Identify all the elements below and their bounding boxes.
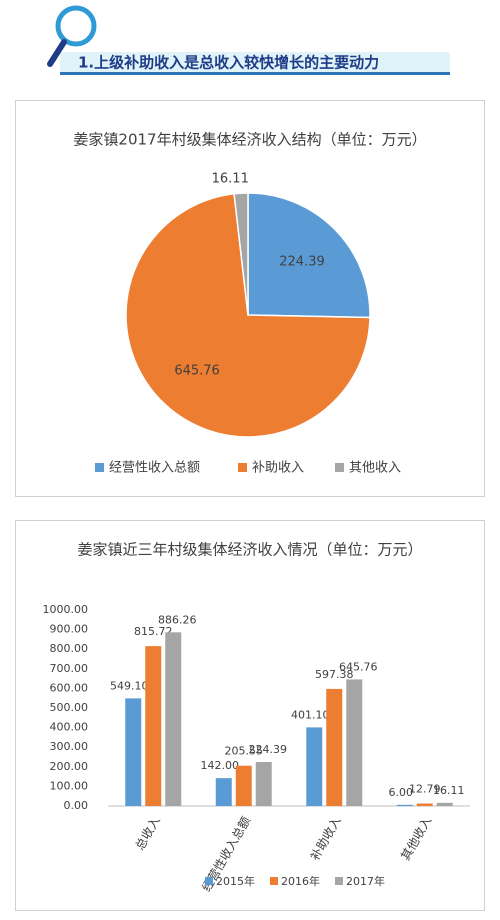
pie-slice [247, 192, 371, 319]
chart-title: 姜家镇近三年村级集体经济收入情况（单位：万元） [77, 541, 422, 559]
bar [346, 679, 363, 806]
legend-swatch [270, 877, 278, 885]
y-tick-label: 100.00 [50, 779, 89, 792]
legend-swatch [95, 463, 104, 472]
y-tick-label: 400.00 [50, 721, 89, 734]
bar [215, 778, 232, 806]
data-label: 16.11 [433, 784, 465, 797]
data-label: 6.00 [389, 786, 414, 799]
bar [145, 646, 162, 806]
data-label: 886.26 [158, 613, 197, 626]
chart-title: 姜家镇2017年村级集体经济收入结构（单位：万元） [73, 131, 426, 149]
data-label: 16.11 [212, 172, 249, 187]
magnifier-lens [55, 5, 97, 47]
data-label: 12.79 [409, 782, 441, 795]
legend-label: 2017年 [346, 874, 385, 888]
bar [396, 804, 413, 806]
data-label: 205.55 [225, 745, 264, 758]
y-tick-label: 900.00 [50, 623, 89, 636]
y-tick-label: 700.00 [50, 662, 89, 675]
magnifier-handle [47, 39, 67, 67]
title-underline [60, 72, 450, 75]
chart-frame [15, 520, 485, 911]
bar [416, 803, 433, 806]
bar [255, 762, 272, 806]
data-label: 142.00 [201, 759, 240, 772]
pie-slice [125, 192, 371, 438]
y-tick-label: 200.00 [50, 760, 89, 773]
legend-label: 其他收入 [349, 461, 401, 476]
bar [235, 765, 252, 806]
y-tick-label: 1000.00 [43, 603, 89, 616]
data-label: 549.10 [110, 679, 149, 692]
bar [326, 688, 343, 806]
y-tick-label: 0.00 [64, 799, 89, 812]
data-label: 645.76 [339, 660, 378, 673]
legend-label: 2015年 [216, 874, 255, 888]
legend-label: 经营性收入总额 [109, 461, 200, 476]
data-label: 597.38 [315, 668, 354, 681]
data-label: 645.76 [174, 363, 220, 378]
y-tick-label: 500.00 [50, 701, 89, 714]
y-tick-label: 600.00 [50, 681, 89, 694]
bar [125, 698, 142, 806]
legend-swatch [205, 877, 213, 885]
data-label: 224.39 [279, 255, 325, 270]
legend-label: 补助收入 [252, 461, 304, 476]
pie-slice [233, 192, 249, 316]
legend-swatch [335, 877, 343, 885]
bar [436, 802, 453, 806]
data-label: 401.10 [291, 708, 330, 721]
bar [165, 632, 182, 806]
y-tick-label: 300.00 [50, 740, 89, 753]
title-band [60, 52, 450, 74]
y-tick-label: 800.00 [50, 642, 89, 655]
data-label: 224.39 [249, 743, 288, 756]
legend-swatch [238, 463, 247, 472]
bar [306, 727, 323, 806]
data-label: 815.72 [134, 625, 173, 638]
legend-swatch [335, 463, 344, 472]
legend-label: 2016年 [281, 874, 320, 888]
header-title: 1.上级补助收入是总收入较快增长的主要动力 [78, 54, 379, 72]
